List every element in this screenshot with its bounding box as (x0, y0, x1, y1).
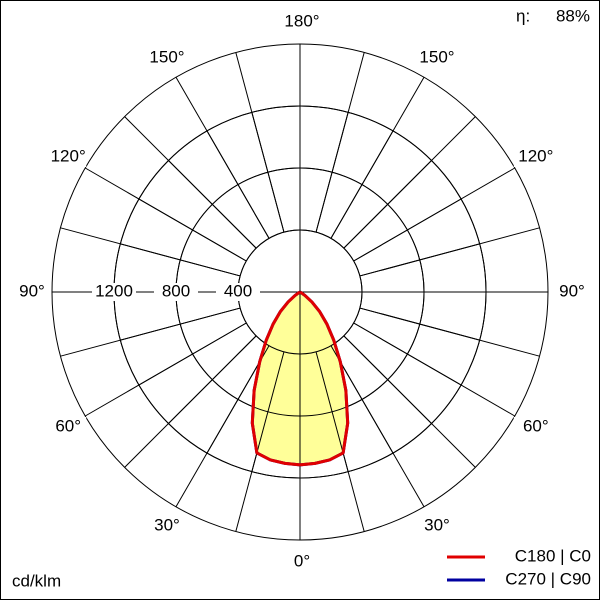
angle-tick-label: 180° (284, 11, 319, 30)
label-bg (46, 147, 87, 167)
r-tick-label: 400 (224, 281, 252, 300)
efficiency-label: η: (516, 6, 530, 25)
label-bg (216, 283, 260, 301)
label-bg (280, 552, 320, 572)
angle-tick-label: 30° (424, 515, 450, 534)
label-bg (46, 417, 87, 437)
intensity-curve (299, 290, 350, 467)
angle-tick-label: 30° (154, 515, 180, 534)
label-bg (415, 515, 455, 536)
label-bg (145, 515, 185, 536)
angle-tick-label: 0° (294, 551, 310, 570)
r-tick-label: 800 (162, 281, 190, 300)
angle-tick-label: 90° (559, 281, 585, 300)
angle-tick-label: 150° (419, 48, 454, 67)
angle-tick-label: 150° (149, 48, 184, 67)
angle-tick-label: 60° (55, 416, 81, 435)
label-bg (513, 417, 554, 437)
label-bg (10, 282, 50, 302)
angle-tick-label: 90° (19, 281, 45, 300)
label-bg (145, 48, 185, 69)
label-bg (280, 12, 320, 32)
intensity-curve (250, 290, 301, 467)
units-label: cd/klm (12, 571, 61, 590)
angle-tick-label: 120° (518, 146, 553, 165)
legend-label: C180 | C0 (515, 546, 591, 565)
label-bg (513, 147, 554, 167)
label-bg (550, 282, 590, 302)
angle-tick-label: 60° (523, 416, 549, 435)
label-bg (154, 283, 198, 301)
legend-label: C270 | C90 (505, 569, 591, 588)
label-bg (92, 283, 136, 301)
efficiency-value: 88% (556, 6, 590, 25)
label-bg (415, 48, 455, 69)
r-tick-label: 1200 (95, 281, 133, 300)
angle-tick-label: 120° (51, 146, 86, 165)
